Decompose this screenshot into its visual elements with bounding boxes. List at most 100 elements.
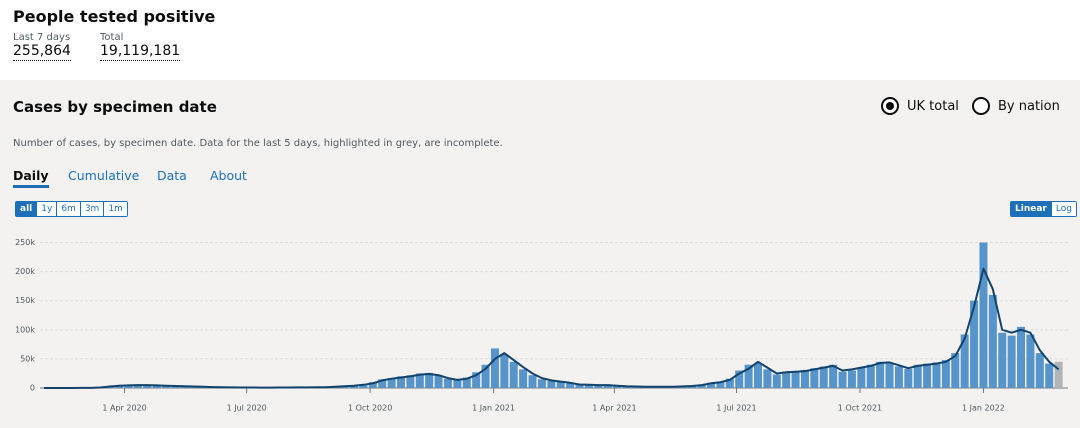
bar — [866, 364, 875, 388]
bar — [791, 372, 800, 388]
bar — [162, 385, 171, 388]
tab[interactable]: Data — [157, 168, 187, 183]
bar — [744, 364, 753, 388]
card-title: Cases by specimen date — [13, 98, 217, 116]
bar — [857, 367, 866, 388]
scale-button[interactable]: Linear — [1011, 202, 1052, 216]
bar — [800, 369, 809, 388]
bar — [782, 371, 791, 388]
metric-value[interactable]: 255,864 — [13, 43, 71, 61]
bar — [368, 382, 377, 388]
metric-value[interactable]: 19,119,181 — [100, 43, 181, 61]
bar — [594, 385, 603, 388]
bar — [434, 375, 443, 388]
y-tick-label: 250k — [15, 238, 35, 247]
bar — [725, 378, 734, 388]
bar — [772, 374, 781, 388]
radio[interactable]: UK total — [881, 97, 959, 115]
bar — [885, 363, 894, 388]
bar — [810, 368, 819, 388]
bar — [143, 385, 152, 388]
bar — [566, 383, 575, 388]
bar — [171, 386, 180, 388]
x-tick-label: 1 Jul 2021 — [716, 404, 756, 413]
bar — [519, 369, 528, 388]
bar — [904, 368, 913, 388]
bar — [133, 384, 142, 388]
bar — [753, 363, 762, 388]
x-tick-label: 1 Jul 2020 — [227, 404, 267, 413]
bar — [490, 348, 499, 388]
y-tick-label: 100k — [15, 325, 35, 334]
bar — [472, 372, 481, 388]
bar — [124, 385, 133, 388]
range-button[interactable]: 3m — [80, 202, 105, 216]
bar — [509, 361, 518, 388]
tab[interactable]: Daily — [13, 168, 49, 188]
y-tick-label: 150k — [15, 296, 35, 305]
bar — [425, 372, 434, 388]
bar — [960, 334, 969, 388]
y-tick-label: 200k — [15, 267, 35, 276]
bar — [847, 370, 856, 388]
metric: Last 7 days 255,864 — [13, 32, 71, 61]
y-tick-label: 0 — [30, 384, 35, 393]
range-button[interactable]: all — [16, 202, 38, 216]
bar — [941, 360, 950, 388]
bar — [763, 369, 772, 388]
bar — [998, 332, 1007, 388]
x-tick-label: 1 Oct 2021 — [838, 404, 882, 413]
bar — [838, 371, 847, 388]
tab[interactable]: About — [210, 168, 247, 183]
x-tick-label: 1 Jan 2021 — [472, 404, 515, 413]
bar — [537, 379, 546, 388]
bar — [894, 366, 903, 388]
bar — [500, 354, 509, 388]
radio-circle — [881, 97, 899, 115]
section-title: People tested positive — [13, 7, 216, 26]
bar — [152, 385, 161, 388]
radio-circle — [972, 97, 990, 115]
bar — [453, 379, 462, 388]
bar — [932, 362, 941, 388]
bar — [613, 385, 622, 388]
bar — [528, 375, 537, 388]
bar — [1035, 353, 1044, 388]
bar — [1017, 326, 1026, 388]
range-button[interactable]: 1y — [37, 202, 58, 216]
bar — [923, 363, 932, 388]
bar — [913, 364, 922, 388]
bar — [406, 375, 415, 388]
chart: 0 50k 100k 150k 200k 250k 1 Apr 2020 1 Jul 2020… — [15, 238, 1068, 413]
x-tick-label: 1 Apr 2020 — [102, 404, 146, 413]
bar — [556, 382, 565, 388]
bar — [1007, 335, 1016, 388]
y-tick-label: 50k — [20, 354, 35, 363]
radio[interactable]: By nation — [972, 97, 1060, 115]
bar — [547, 381, 556, 388]
range-button[interactable]: 1m — [104, 202, 127, 216]
bar — [443, 378, 452, 388]
bar — [1045, 363, 1054, 388]
tab[interactable]: Cumulative — [68, 168, 140, 183]
x-tick-label: 1 Apr 2021 — [592, 404, 636, 413]
bar — [819, 366, 828, 388]
bar — [481, 364, 490, 388]
bar — [378, 379, 387, 388]
bar — [415, 373, 424, 388]
card: Cases by specimen date UK total By natio… — [0, 80, 1080, 428]
average-line — [44, 267, 1060, 389]
radio-dot — [886, 102, 894, 110]
scale-buttons: Linear Log — [1010, 201, 1077, 217]
bar — [979, 242, 988, 388]
radio-label: By nation — [998, 98, 1060, 114]
bar — [462, 377, 471, 388]
scale-button[interactable]: Log — [1051, 202, 1076, 216]
bar — [735, 370, 744, 388]
description: Number of cases, by specimen date. Data … — [13, 138, 503, 149]
range-button[interactable]: 6m — [57, 202, 81, 216]
bar — [603, 385, 612, 388]
x-tick-label: 1 Jan 2022 — [962, 404, 1005, 413]
bar — [970, 300, 979, 388]
